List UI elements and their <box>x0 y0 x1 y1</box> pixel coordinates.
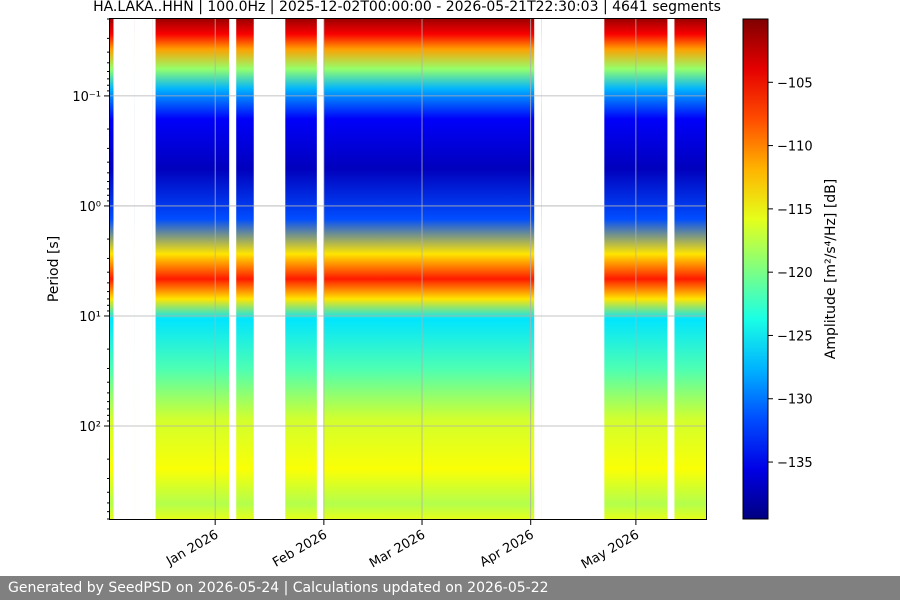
y-axis: 10⁻¹ 10⁰ 10¹ 10² <box>72 18 110 520</box>
x-tick-label-0: Jan 2026 <box>163 527 221 569</box>
data-gap-5 <box>316 19 324 519</box>
colorbar-scale <box>742 18 769 520</box>
colorbar: −105 −110 −115 −120 −125 −130 −135 <box>742 18 813 520</box>
data-gap-0 <box>113 19 135 519</box>
data-gap-1 <box>134 19 153 519</box>
plot-frame <box>109 18 707 520</box>
footer-text: Generated by SeedPSD on 2026-05-24 | Cal… <box>8 580 549 596</box>
y-tick-label-2: 10¹ <box>79 310 101 325</box>
x-tick-label-2: Mar 2026 <box>367 527 428 571</box>
x-tick-label-3: Apr 2026 <box>477 527 536 570</box>
x-tick-label-4: May 2026 <box>579 527 642 572</box>
colorbar-tick-label-4: −125 <box>777 329 813 344</box>
data-gap-3 <box>229 19 237 519</box>
data-gap-2 <box>152 19 156 519</box>
data-gap-4 <box>253 19 286 519</box>
y-tick-label-3: 10² <box>79 420 101 435</box>
data-gaps <box>113 19 675 519</box>
colorbar-label: Amplitude [m²/s⁴/Hz] [dB] <box>823 179 839 359</box>
footer-bar: Generated by SeedPSD on 2026-05-24 | Cal… <box>0 576 900 600</box>
data-gap-6 <box>534 19 542 519</box>
chart-title: HA.LAKA..HHN | 100.0Hz | 2025-12-02T00:0… <box>93 0 721 15</box>
psd-spectrogram-chart: HA.LAKA..HHN | 100.0Hz | 2025-12-02T00:0… <box>46 0 839 573</box>
x-tick-label-1: Feb 2026 <box>270 527 330 570</box>
data-gap-8 <box>667 19 675 519</box>
spectrogram-plot-area <box>110 19 706 519</box>
y-tick-label-0: 10⁻¹ <box>72 90 101 105</box>
colorbar-tick-label-2: −115 <box>777 203 813 218</box>
data-gap-7 <box>541 19 605 519</box>
colorbar-tick-label-5: −130 <box>777 393 813 408</box>
colorbar-tick-label-1: −110 <box>777 140 813 155</box>
y-tick-label-1: 10⁰ <box>79 200 101 215</box>
x-axis: Jan 2026 Feb 2026 Mar 2026 Apr 2026 May 2026 <box>163 519 642 573</box>
colorbar-tick-label-3: −120 <box>777 266 813 281</box>
grid-lines <box>110 19 706 519</box>
y-axis-label: Period [s] <box>46 236 62 302</box>
colorbar-tick-label-6: −135 <box>777 456 813 471</box>
colorbar-tick-label-0: −105 <box>777 76 813 91</box>
